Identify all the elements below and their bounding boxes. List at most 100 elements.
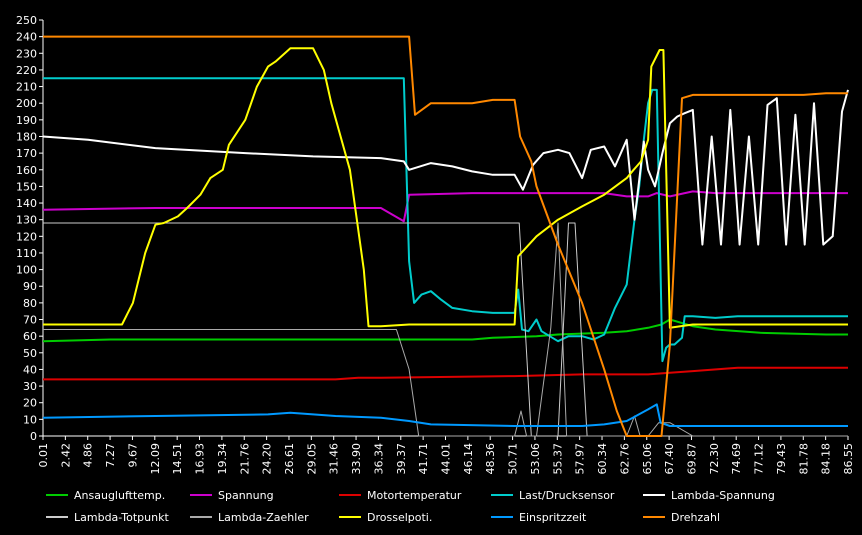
legend-label: Ansauglufttemp. [74,488,166,502]
legend-item: Einspritzzeit [491,508,586,526]
legend-label: Lambda-Zaehler [218,510,309,524]
y-tick-label: 250 [16,14,37,27]
y-tick-label: 0 [30,430,37,443]
x-tick-label: 81.78 [797,443,810,475]
x-tick-label: 55.37 [551,443,564,475]
x-tick-label: 72.30 [708,443,721,475]
x-tick-label: 16.93 [194,443,207,475]
x-tick-label: 19.34 [216,443,229,475]
legend-swatch [339,494,361,496]
x-tick-label: 62.76 [618,443,631,475]
y-tick-label: 10 [23,413,37,426]
x-tick-label: 39.37 [395,443,408,475]
line-chart: 0 10 20 30 40 50 60 70 80 90 100 110 120 130 140 150 160… [16,14,855,475]
x-tick-label: 14.51 [171,443,184,475]
legend-item: Spannung [190,486,274,504]
legend-swatch [190,516,212,518]
series-line-motortemperatur [43,366,848,381]
x-tick-label: 77.12 [753,443,766,475]
x-tick-label: 74.69 [730,443,743,475]
x-tick-label: 48.36 [484,443,497,475]
legend-item: Motortemperatur [339,486,461,504]
y-tick-label: 90 [23,280,37,293]
legend-label: Drosselpoti. [367,510,433,524]
x-tick-label: 7.27 [104,443,117,468]
legend-item: Drehzahl [643,508,720,526]
legend-item: Ansauglufttemp. [46,486,165,504]
series-line-drosselpoti [43,47,848,329]
x-tick-label: 50.71 [507,443,520,475]
x-tick-label: 29.05 [305,443,318,475]
y-tick-label: 190 [16,114,37,127]
y-tick-label: 170 [16,147,37,160]
legend-label: Motortemperatur [367,488,462,502]
x-tick-label: 65.06 [641,443,654,475]
legend-label: Last/Drucksensor [519,488,615,502]
legend-item: Lambda-Totpunkt [46,508,169,526]
x-tick-label: 9.67 [126,443,139,468]
legend-item: Lambda-Spannung [643,486,775,504]
x-tick-label: 2.42 [59,443,72,468]
legend-swatch [643,516,665,518]
x-tick-label: 69.87 [685,443,698,475]
x-axis: 0.01 2.42 4.86 7.27 9.67 12.09 14.51 16.93 19.34… [37,435,855,475]
legend-swatch [339,516,361,518]
legend-label: Drehzahl [671,510,721,524]
x-tick-label: 41.71 [417,443,430,475]
x-tick-label: 26.61 [283,443,296,475]
y-tick-label: 70 [23,314,37,327]
y-tick-label: 80 [23,297,37,310]
x-tick-label: 60.34 [596,443,609,475]
legend-swatch [190,494,212,496]
x-tick-label: 21.76 [238,443,251,475]
y-tick-label: 160 [16,164,37,177]
legend-label: Lambda-Totpunkt [74,510,169,524]
y-tick-label: 20 [23,397,37,410]
x-tick-label: 12.09 [149,443,162,475]
legend: Ansauglufttemp. Spannung Motortemperatur La… [0,484,862,532]
y-tick-label: 100 [16,264,37,277]
x-tick-label: 53.06 [529,443,542,475]
legend-label: Spannung [218,488,274,502]
series-line-spannung [42,190,848,223]
y-tick-label: 200 [16,97,37,110]
x-tick-label: 84.18 [820,443,833,475]
legend-label: Lambda-Spannung [671,488,775,502]
series-layer [42,35,849,437]
legend-item: Drosselpoti. [339,508,432,526]
x-tick-label: 44.01 [440,443,453,475]
y-tick-label: 230 [16,47,37,60]
y-tick-label: 150 [16,180,37,193]
y-axis: 0 10 20 30 40 50 60 70 80 90 100 110 120 130 140 150 160… [16,14,44,443]
legend-label: Einspritzzeit [519,510,587,524]
legend-swatch [46,494,68,496]
y-tick-label: 240 [16,31,37,44]
x-tick-label: 0.01 [37,443,50,468]
series-line-einspritzzeit [42,403,848,427]
y-tick-label: 120 [16,230,37,243]
series-line-ansauglufttemp [42,318,848,343]
y-tick-label: 130 [16,214,37,227]
x-tick-label: 79.43 [775,443,788,475]
y-tick-label: 40 [23,363,37,376]
legend-swatch [46,516,68,518]
legend-item: Lambda-Zaehler [190,508,309,526]
y-tick-label: 30 [23,380,37,393]
y-tick-label: 210 [16,81,37,94]
x-tick-label: 31.46 [328,443,341,475]
x-tick-label: 86.55 [842,443,855,475]
legend-swatch [643,494,665,496]
x-tick-label: 57.97 [574,443,587,475]
series-line-lambda-spannung [42,89,849,246]
series-line-last-drucksensor [43,77,848,363]
y-tick-label: 180 [16,130,37,143]
legend-item: Last/Drucksensor [491,486,614,504]
x-tick-label: 36.34 [372,443,385,475]
y-tick-label: 50 [23,347,37,360]
series-line-drehzahl [43,35,848,437]
x-tick-label: 4.86 [82,443,95,468]
x-tick-label: 33.90 [350,443,363,475]
y-tick-label: 60 [23,330,37,343]
x-tick-label: 67.40 [663,443,676,475]
